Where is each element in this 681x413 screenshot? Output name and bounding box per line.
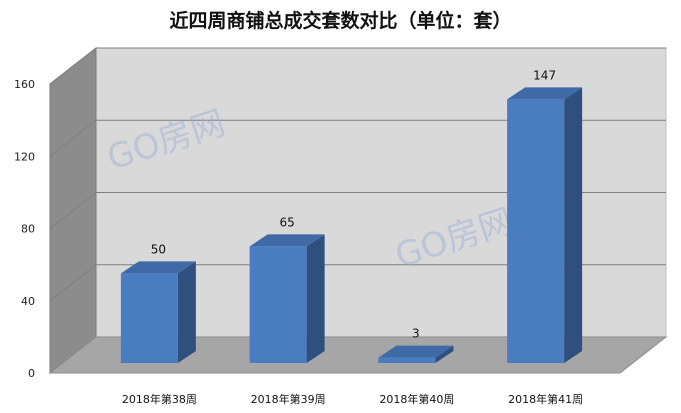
bar: 50 xyxy=(120,242,196,363)
bar-side xyxy=(435,345,454,363)
y-tick-label: 120 xyxy=(14,150,35,163)
bar: 3 xyxy=(378,327,454,363)
data-label: 3 xyxy=(412,327,420,341)
bar-side xyxy=(564,87,583,363)
x-tick-label: 2018年第39周 xyxy=(251,392,326,406)
y-tick-label: 160 xyxy=(14,78,35,91)
gridline-side xyxy=(49,192,97,229)
data-label: 65 xyxy=(279,215,294,229)
bar-front xyxy=(507,99,565,363)
x-tick-label: 2018年第41周 xyxy=(508,392,583,406)
data-label: 50 xyxy=(151,242,166,256)
chart-title: 近四周商铺总成交套数对比（单位：套） xyxy=(169,10,512,32)
bar-side xyxy=(177,261,196,363)
bar-top xyxy=(120,261,196,274)
bar: 65 xyxy=(249,215,325,363)
y-tick-label: 0 xyxy=(28,367,35,380)
y-axis: 0 40 80 120 160 xyxy=(14,78,35,380)
bar-front xyxy=(378,357,436,363)
gridline-side xyxy=(49,264,97,302)
x-tick-label: 2018年第38周 xyxy=(122,392,197,406)
gridline-side xyxy=(49,47,97,85)
gridline-side xyxy=(49,119,97,157)
bar-side xyxy=(306,234,325,363)
bars: 50 65 3 147 xyxy=(120,68,583,363)
data-label: 147 xyxy=(533,68,556,82)
bar-top xyxy=(507,87,583,100)
bar-front xyxy=(249,246,307,363)
x-axis: 2018年第38周 2018年第39周 2018年第40周 2018年第41周 xyxy=(122,392,583,406)
bar-top xyxy=(249,234,325,247)
bar-top xyxy=(378,345,454,358)
bar: 147 xyxy=(507,68,583,363)
x-tick-label: 2018年第40周 xyxy=(379,392,454,406)
bar-front xyxy=(120,273,178,363)
y-tick-label: 40 xyxy=(21,295,35,308)
y-tick-label: 80 xyxy=(21,223,35,236)
